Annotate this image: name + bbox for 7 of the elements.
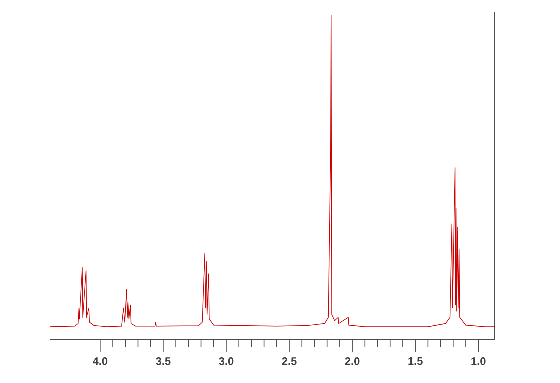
x-tick-label: 3.0	[219, 358, 234, 366]
x-tick-label: 2.5	[282, 358, 297, 366]
x-tick-label: 1.5	[408, 358, 423, 366]
x-tick-label: 1.0	[472, 358, 486, 366]
x-tick-label: 2.0	[345, 358, 360, 366]
x-tick-label: 3.5	[156, 358, 171, 366]
x-tick-label: 4.0	[92, 358, 108, 366]
